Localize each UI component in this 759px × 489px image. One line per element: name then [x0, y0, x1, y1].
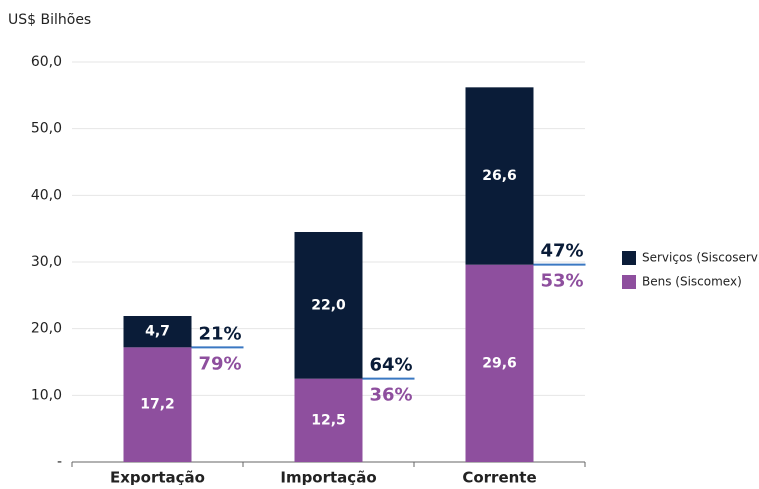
y-tick-label: 60,0	[31, 54, 62, 70]
value-label: 12,5	[311, 412, 346, 428]
y-tick-label: 50,0	[31, 121, 62, 137]
share-label: 79%	[199, 353, 242, 374]
y-axis-label: US$ Bilhões	[8, 12, 91, 28]
share-label: 36%	[370, 385, 413, 406]
value-label: 29,6	[482, 355, 517, 371]
bar-segment	[294, 232, 363, 379]
y-tick-label: 10,0	[31, 387, 62, 403]
y-tick-label: 40,0	[31, 187, 62, 203]
x-tick-label: Exportação	[110, 469, 205, 486]
legend-label: Bens (Siscomex)	[642, 275, 742, 289]
share-label: 47%	[541, 241, 584, 262]
x-tick-label: Importação	[280, 469, 376, 486]
value-label: 22,0	[311, 297, 346, 313]
bar-segment	[465, 87, 534, 265]
legend-swatch	[622, 251, 636, 265]
y-tick-label: 30,0	[31, 254, 62, 270]
share-label: 21%	[199, 323, 242, 344]
value-label: 17,2	[140, 397, 175, 413]
value-label: 4,7	[145, 324, 170, 340]
bar-segment	[123, 316, 192, 348]
bar-segment	[123, 347, 192, 462]
legend-swatch	[622, 275, 636, 289]
share-label: 64%	[370, 355, 413, 376]
value-label: 26,6	[482, 168, 517, 184]
y-tick-label: -	[57, 454, 62, 470]
bar-segment	[465, 264, 534, 462]
bar-segment	[294, 378, 363, 462]
y-tick-label: 20,0	[31, 321, 62, 337]
x-tick-label: Corrente	[462, 469, 536, 486]
legend-label: Serviços (Siscoserv)	[642, 251, 759, 265]
share-label: 53%	[541, 271, 584, 292]
